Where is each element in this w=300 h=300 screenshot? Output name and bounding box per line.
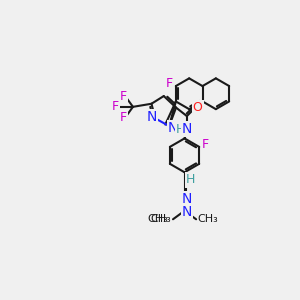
Text: F: F	[112, 100, 119, 113]
Text: F: F	[202, 138, 209, 151]
Text: N: N	[168, 122, 178, 135]
Text: F: F	[119, 90, 127, 103]
Text: CH₃: CH₃	[151, 214, 172, 224]
Text: H: H	[176, 123, 185, 136]
Text: F: F	[119, 111, 127, 124]
Text: N: N	[182, 205, 192, 219]
Text: F: F	[166, 77, 173, 90]
Text: N: N	[182, 192, 192, 206]
Text: N: N	[182, 122, 192, 136]
Text: CH₃: CH₃	[198, 214, 218, 224]
Text: O: O	[193, 101, 202, 114]
Text: N: N	[146, 110, 157, 124]
Text: H: H	[186, 173, 195, 187]
Text: CH₃: CH₃	[148, 214, 168, 224]
